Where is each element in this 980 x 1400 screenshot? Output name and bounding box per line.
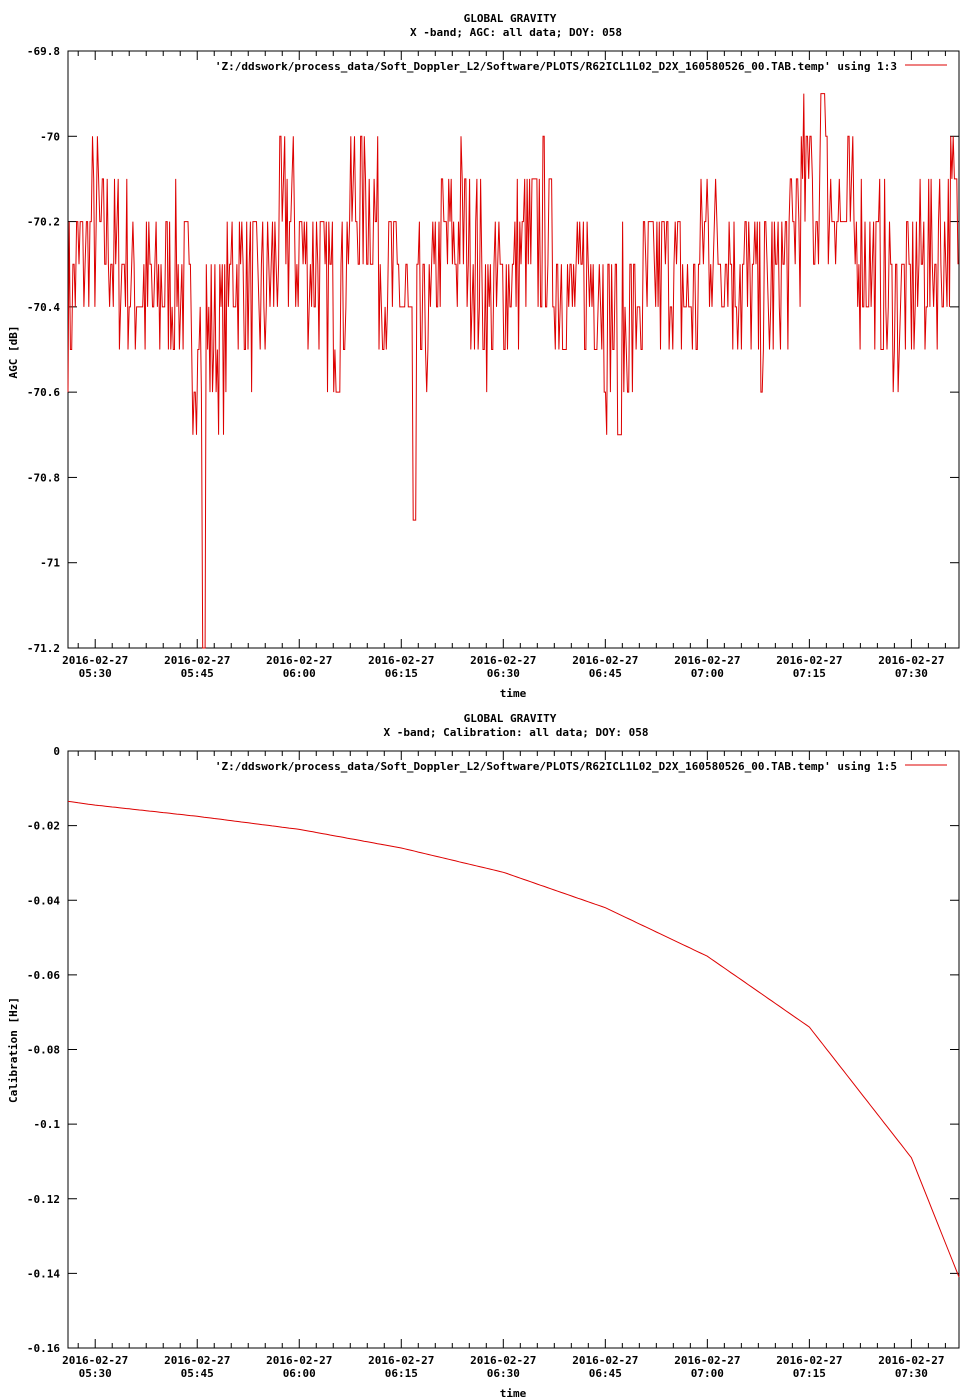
x-tick-label-time: 05:30 bbox=[79, 667, 112, 680]
x-tick-label-time: 06:15 bbox=[385, 667, 418, 680]
y-tick-label: -0.12 bbox=[27, 1193, 60, 1206]
y-axis-label: Calibration [Hz] bbox=[7, 997, 20, 1103]
x-tick-label-time: 06:45 bbox=[589, 667, 622, 680]
x-tick-label-time: 07:15 bbox=[793, 1367, 826, 1380]
x-tick-label-time: 06:15 bbox=[385, 1367, 418, 1380]
x-tick-label-time: 06:30 bbox=[487, 1367, 520, 1380]
x-tick-label-date: 2016-02-27 bbox=[164, 1354, 230, 1367]
x-tick-label-time: 07:00 bbox=[691, 1367, 724, 1380]
x-tick-label-time: 07:30 bbox=[895, 667, 928, 680]
x-tick-label-time: 06:00 bbox=[283, 1367, 316, 1380]
y-tick-label: -0.06 bbox=[27, 969, 60, 982]
legend-label: 'Z:/ddswork/process_data/Soft_Doppler_L2… bbox=[215, 60, 897, 73]
x-tick-label-date: 2016-02-27 bbox=[470, 1354, 536, 1367]
plot-frame bbox=[67, 50, 960, 649]
x-axis-ticks: 2016-02-2705:302016-02-2705:452016-02-27… bbox=[62, 51, 946, 680]
x-tick-label-date: 2016-02-27 bbox=[164, 654, 230, 667]
x-tick-label-date: 2016-02-27 bbox=[878, 1354, 944, 1367]
x-tick-label-date: 2016-02-27 bbox=[368, 654, 434, 667]
agc-chart: GLOBAL GRAVITY X -band; AGC: all data; D… bbox=[7, 12, 960, 700]
x-tick-label-date: 2016-02-27 bbox=[62, 654, 128, 667]
y-tick-label: -71 bbox=[40, 557, 60, 570]
x-tick-label-time: 06:00 bbox=[283, 667, 316, 680]
x-axis-ticks: 2016-02-2705:302016-02-2705:452016-02-27… bbox=[62, 751, 946, 1380]
x-tick-label-time: 07:30 bbox=[895, 1367, 928, 1380]
y-tick-label: 0 bbox=[53, 745, 60, 758]
legend-label: 'Z:/ddswork/process_data/Soft_Doppler_L2… bbox=[215, 760, 897, 773]
x-tick-label-time: 06:45 bbox=[589, 1367, 622, 1380]
x-tick-label-date: 2016-02-27 bbox=[572, 654, 638, 667]
y-tick-label: -71.2 bbox=[27, 642, 60, 655]
y-tick-label: -70.2 bbox=[27, 216, 60, 229]
x-axis-label: time bbox=[500, 1387, 527, 1400]
x-tick-label-time: 05:45 bbox=[181, 667, 214, 680]
y-tick-label: -70.8 bbox=[27, 471, 60, 484]
x-tick-label-date: 2016-02-27 bbox=[266, 654, 332, 667]
y-tick-label: -70 bbox=[40, 130, 60, 143]
x-tick-label-date: 2016-02-27 bbox=[776, 1354, 842, 1367]
calibration-series-line bbox=[67, 800, 960, 1278]
chart-title: GLOBAL GRAVITY bbox=[464, 12, 557, 25]
y-tick-label: -0.04 bbox=[27, 894, 60, 907]
x-tick-label-time: 05:45 bbox=[181, 1367, 214, 1380]
x-tick-label-date: 2016-02-27 bbox=[878, 654, 944, 667]
x-tick-label-time: 05:30 bbox=[79, 1367, 112, 1380]
x-tick-label-date: 2016-02-27 bbox=[62, 1354, 128, 1367]
y-tick-label: -70.4 bbox=[27, 301, 60, 314]
y-tick-label: -0.02 bbox=[27, 820, 60, 833]
y-axis-ticks: -69.8 -70 -70.2 -70.4 -70.6 -70.8 -71 -71.2 bbox=[27, 45, 959, 655]
x-tick-label-date: 2016-02-27 bbox=[368, 1354, 434, 1367]
x-tick-label-date: 2016-02-27 bbox=[266, 1354, 332, 1367]
x-tick-label-date: 2016-02-27 bbox=[470, 654, 536, 667]
x-tick-label-date: 2016-02-27 bbox=[776, 654, 842, 667]
x-tick-label-date: 2016-02-27 bbox=[674, 654, 740, 667]
x-axis-label: time bbox=[500, 687, 527, 700]
y-tick-label: -0.14 bbox=[27, 1267, 60, 1280]
y-tick-label: -0.1 bbox=[34, 1118, 61, 1131]
y-tick-label: -70.6 bbox=[27, 386, 60, 399]
agc-series-line bbox=[67, 93, 959, 649]
calibration-chart: GLOBAL GRAVITY X -band; Calibration: all… bbox=[7, 712, 960, 1400]
y-tick-label: -0.08 bbox=[27, 1044, 60, 1057]
y-tick-label: -69.8 bbox=[27, 45, 60, 58]
chart-title: GLOBAL GRAVITY bbox=[464, 712, 557, 725]
x-tick-label-time: 07:15 bbox=[793, 667, 826, 680]
y-tick-label: -0.16 bbox=[27, 1342, 60, 1355]
y-axis-ticks: 0 -0.02 -0.04 -0.06 -0.08 -0.1 -0.12 -0.14 -0.16 bbox=[27, 745, 959, 1355]
chart-subtitle: X -band; AGC: all data; DOY: 058 bbox=[410, 26, 622, 39]
y-axis-label: AGC [dB] bbox=[7, 326, 20, 379]
x-tick-label-date: 2016-02-27 bbox=[572, 1354, 638, 1367]
x-tick-label-time: 07:00 bbox=[691, 667, 724, 680]
plot-frame bbox=[67, 750, 960, 1349]
chart-subtitle: X -band; Calibration: all data; DOY: 058 bbox=[384, 726, 649, 739]
x-tick-label-time: 06:30 bbox=[487, 667, 520, 680]
x-tick-label-date: 2016-02-27 bbox=[674, 1354, 740, 1367]
